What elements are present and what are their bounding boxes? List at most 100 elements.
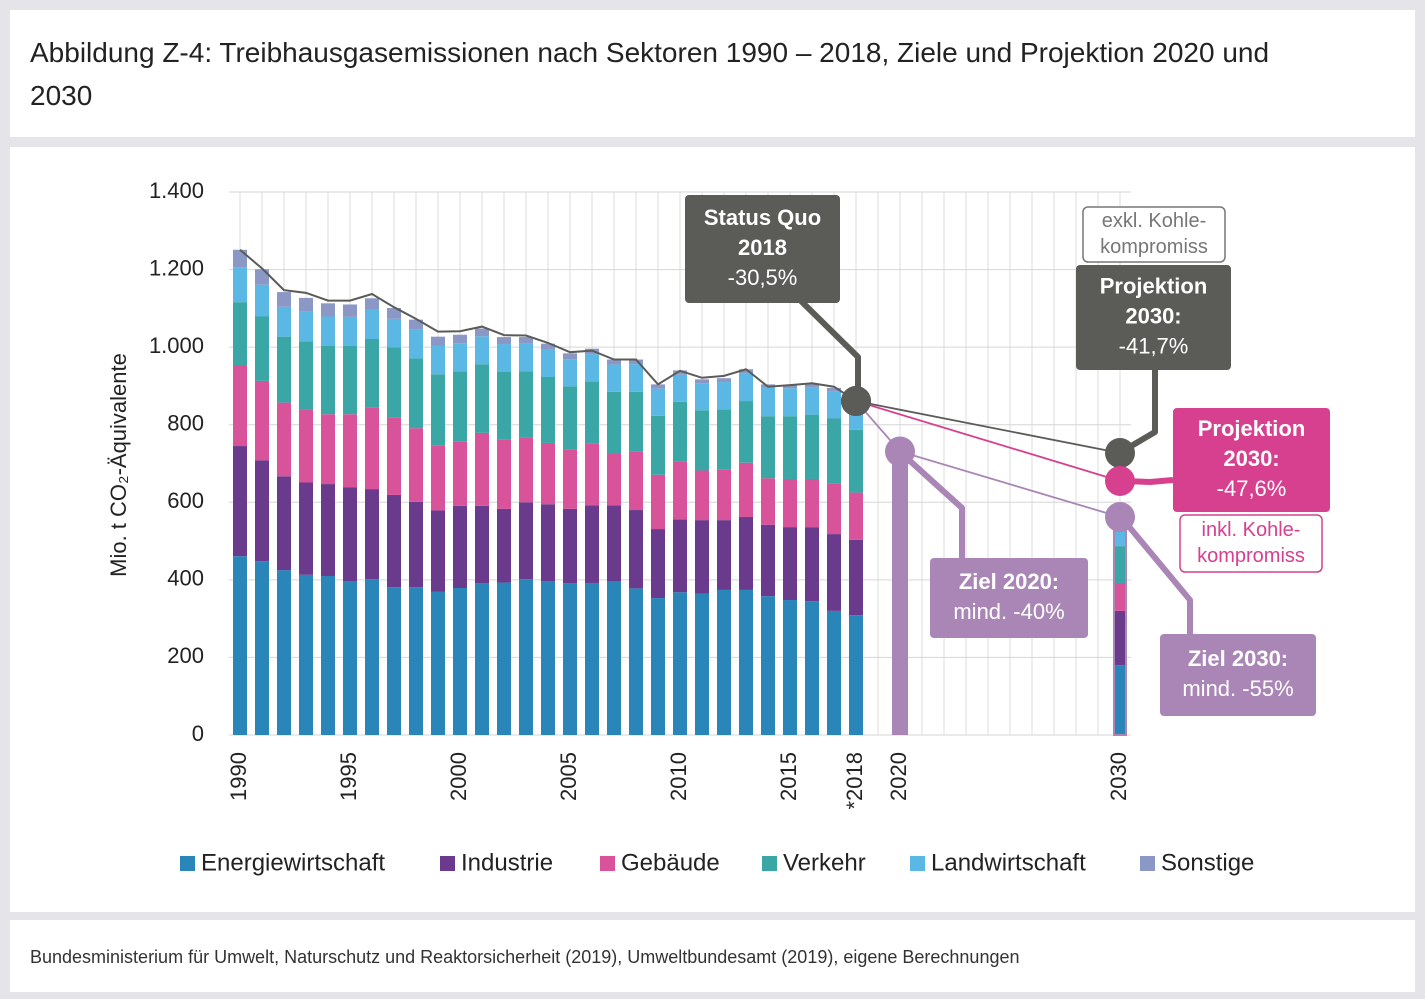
bar-segment (365, 407, 379, 490)
bar-segment (563, 359, 577, 387)
bar-segment (805, 527, 819, 602)
bar-segment (299, 297, 313, 312)
bar-segment (563, 353, 577, 360)
bar-segment (519, 437, 533, 503)
bar-segment (255, 380, 269, 461)
bar-segment (277, 402, 291, 477)
y-tick-label: 800 (167, 411, 204, 436)
bar-segment (409, 501, 423, 588)
bar-segment (827, 387, 841, 392)
bar-segment (849, 615, 863, 735)
bar-segment (299, 409, 313, 483)
bar-segment (563, 386, 577, 450)
bar-segment (431, 445, 445, 511)
bar-segment (365, 298, 379, 310)
bar-segment (343, 316, 357, 346)
bar-segment (673, 374, 687, 402)
bar-segment (1115, 582, 1125, 611)
bar-segment (519, 579, 533, 735)
annotation-heading: 2030: (1125, 303, 1181, 328)
annotation-heading: 2030: (1223, 446, 1279, 471)
annotation-text: mind. -55% (1182, 676, 1293, 701)
bar-segment (365, 579, 379, 735)
y-tick-label: 1.400 (149, 178, 204, 203)
bar-segment (277, 336, 291, 403)
bar-segment (717, 378, 731, 383)
bar-segment (387, 307, 401, 319)
bar-segment (761, 387, 775, 417)
bar-segment (607, 391, 621, 454)
bar-segment (299, 574, 313, 735)
title-line: Abbildung Z-4: Treibhausgasemissionen na… (30, 37, 1269, 68)
bar-segment (739, 369, 753, 374)
annotation-box (1160, 634, 1316, 716)
bar-segment (475, 505, 489, 584)
legend-label: Landwirtschaft (931, 849, 1086, 876)
annotation-box (685, 195, 840, 303)
bar-segment (365, 489, 379, 580)
bar-segment (431, 591, 445, 735)
bar-segment (343, 581, 357, 735)
y-tick-label: 400 (167, 566, 204, 591)
bar-segment (541, 581, 555, 735)
y-tick-label: 1.200 (149, 255, 204, 280)
bar-segment (321, 575, 335, 735)
x-tick-label: 2020 (886, 752, 911, 801)
bar-segment (607, 364, 621, 392)
bar-segment (233, 556, 247, 735)
bar-segment (255, 284, 269, 317)
bar-segment (651, 384, 665, 389)
source: Bundesministerium für Umwelt, Naturschut… (30, 947, 1020, 967)
annotation-box (1076, 265, 1231, 370)
bar-segment (321, 316, 335, 346)
legend-swatch (180, 856, 195, 871)
bar-segment (827, 391, 841, 419)
bar-segment (629, 510, 643, 589)
bar-segment (629, 359, 643, 365)
legend-swatch (762, 856, 777, 871)
annotation-heading: Projektion (1100, 273, 1208, 298)
bar-segment (343, 304, 357, 317)
bar-segment (453, 334, 467, 344)
x-tick-label: 1990 (226, 752, 251, 801)
bar-segment (497, 582, 511, 735)
bar-segment (805, 479, 819, 528)
bar-segment (453, 371, 467, 442)
annotation-text: kompromiss (1100, 236, 1208, 258)
projection-dot (885, 436, 915, 467)
bar-segment (563, 449, 577, 509)
y-tick-label: 1.000 (149, 333, 204, 358)
bar-segment (849, 539, 863, 616)
bar-segment (365, 338, 379, 408)
bar-segment (629, 364, 643, 392)
annotation-text: -30,5% (728, 265, 798, 290)
bar-segment (255, 316, 269, 381)
bar-segment (233, 364, 247, 447)
bar-segment (673, 401, 687, 462)
bar-segment (717, 382, 731, 410)
legend-swatch (440, 856, 455, 871)
bar-segment (475, 328, 489, 337)
total-line (239, 249, 857, 402)
y-axis-label: Mio. t CO₂-Äquivalente (106, 353, 131, 577)
bar-segment (233, 446, 247, 557)
bar-segment (739, 373, 753, 402)
annotation-heading: Status Quo (704, 205, 821, 230)
bar-segment (695, 520, 709, 594)
bar-segment (739, 401, 753, 463)
bar-segment (343, 345, 357, 415)
bar-segment (519, 502, 533, 580)
x-tick-label: *2018 (842, 752, 867, 810)
bar-segment (1115, 546, 1125, 583)
bar-segment (1115, 610, 1125, 666)
bar-segment (695, 383, 709, 411)
bar-segment (695, 379, 709, 384)
bar-segment (607, 359, 621, 365)
bar-segment (497, 508, 511, 583)
bar-segment (431, 345, 445, 375)
bar-segment (695, 593, 709, 735)
bar-segment (299, 341, 313, 410)
bar-segment (299, 482, 313, 575)
